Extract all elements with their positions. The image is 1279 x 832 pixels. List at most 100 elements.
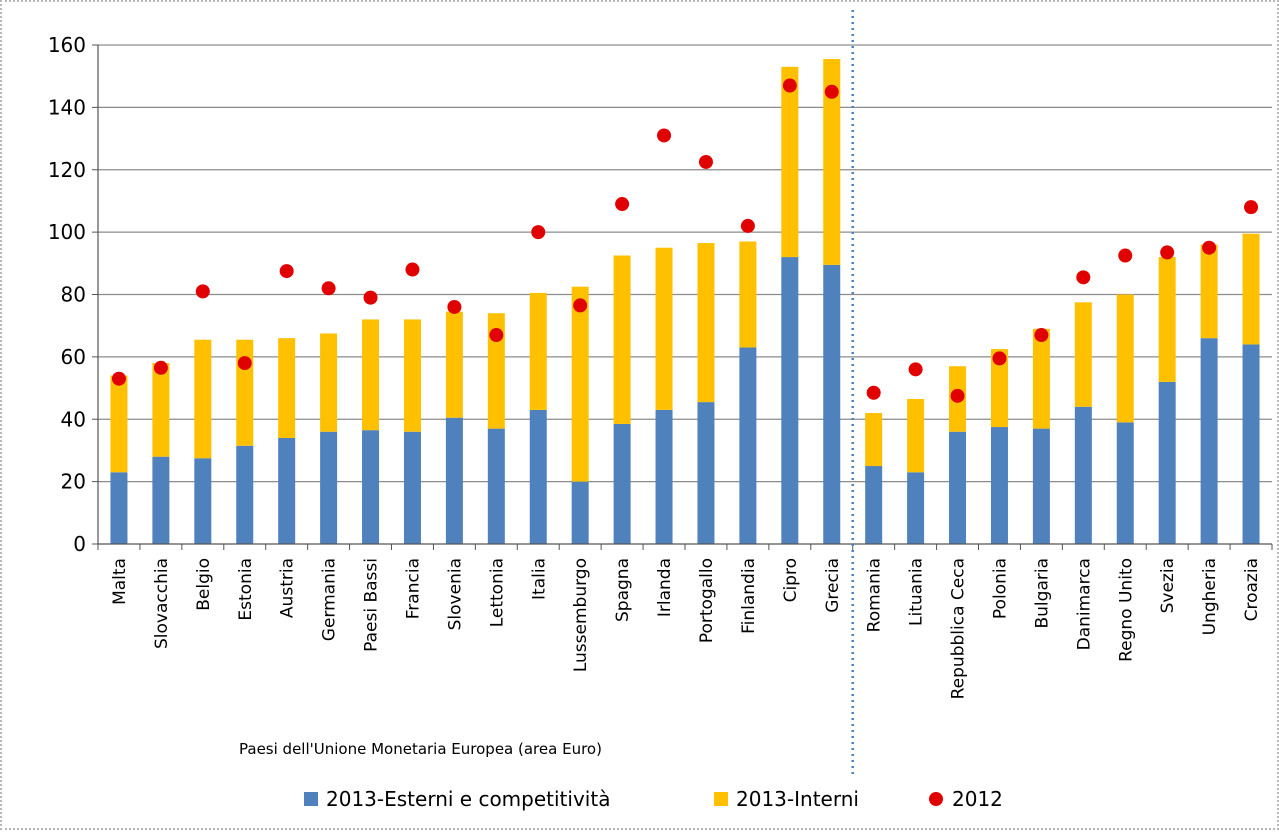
bar-segment-esterni <box>1032 428 1050 544</box>
category-label: Cipro <box>781 558 801 602</box>
category-label: Svezia <box>1158 558 1178 613</box>
category-label: Irlanda <box>655 558 675 617</box>
bar-segment-interni <box>320 333 338 432</box>
category-label: Slovacchia <box>152 558 172 649</box>
dot-2012 <box>195 284 210 299</box>
dot-2012 <box>615 197 630 212</box>
bar-segment-interni <box>194 339 212 459</box>
dot-2012 <box>1076 270 1091 285</box>
dot-2012 <box>1244 200 1259 215</box>
category-label: Bulgaria <box>1032 558 1052 629</box>
labels-layer: 0 20 40 60 80 100 120 140 160 Malta Slovacchia Belg… <box>48 33 1262 758</box>
category-label: Portogallo <box>697 558 717 643</box>
bar-segment-esterni <box>236 445 254 544</box>
dot-2012 <box>1034 328 1049 343</box>
legend-swatch <box>714 792 728 806</box>
bar-segment-interni <box>529 292 547 410</box>
y-tick-label: 140 <box>48 95 86 119</box>
bar-segment-interni <box>613 255 631 424</box>
bar-segment-esterni <box>697 402 715 544</box>
category-label: Danimarca <box>1074 558 1094 650</box>
bar-segment-esterni <box>949 431 967 544</box>
bar-segment-esterni <box>110 472 128 544</box>
legend-label: 2013-Interni <box>736 787 859 811</box>
dot-2012 <box>1160 245 1175 260</box>
dot-2012 <box>153 360 168 375</box>
dot-2012 <box>657 128 672 143</box>
bar-segment-interni <box>1200 244 1218 339</box>
bar-segment-esterni <box>990 427 1008 544</box>
dot-2012 <box>782 78 797 93</box>
category-label: Grecia <box>823 558 843 613</box>
bar-segment-interni <box>865 413 883 467</box>
category-label: Polonia <box>990 558 1010 619</box>
bar-segment-esterni <box>865 466 883 544</box>
dot-2012 <box>279 264 294 279</box>
dot-2012 <box>489 328 504 343</box>
euro-area-annotation: Paesi dell'Unione Monetaria Europea (are… <box>239 740 602 758</box>
bar-segment-interni <box>781 66 799 258</box>
y-tick-label: 20 <box>61 470 86 494</box>
category-label: Lettonia <box>487 558 507 627</box>
category-label: Francia <box>403 558 423 619</box>
legend-marker-2012 <box>929 792 943 806</box>
dot-2012 <box>824 84 839 99</box>
dot-2012 <box>447 299 462 314</box>
bar-segment-esterni <box>403 431 421 544</box>
axis-layer <box>92 10 1273 777</box>
bar-segment-esterni <box>823 264 841 544</box>
bar-segment-interni <box>110 375 128 473</box>
dot-2012 <box>1118 248 1133 263</box>
dot-2012 <box>866 385 881 400</box>
y-tick-label: 60 <box>61 345 86 369</box>
category-label: Lussemburgo <box>571 558 591 672</box>
bar-segment-esterni <box>739 347 757 544</box>
category-label: Germania <box>320 558 340 641</box>
legend-label: 2013-Esterni e competitività <box>326 787 610 811</box>
category-label: Repubblica Ceca <box>949 558 969 699</box>
legend-label: 2012 <box>952 787 1003 811</box>
bar-segment-interni <box>487 313 505 429</box>
y-tick-label: 40 <box>61 407 86 431</box>
y-tick-label: 160 <box>48 33 86 57</box>
category-label: Finlandia <box>739 558 759 634</box>
bar-segment-esterni <box>907 472 925 544</box>
bar-segment-interni <box>278 338 296 438</box>
bar-segment-interni <box>823 59 841 265</box>
dot-2012 <box>573 298 588 313</box>
bars-layer <box>110 59 1260 544</box>
y-tick-label: 0 <box>73 532 86 556</box>
dot-2012 <box>1202 240 1217 255</box>
category-label: Estonia <box>236 558 256 621</box>
dot-2012 <box>363 290 378 305</box>
bar-segment-interni <box>655 247 673 410</box>
bar-segment-esterni <box>445 417 463 544</box>
bar-segment-esterni <box>1242 344 1260 544</box>
category-label: Ungheria <box>1200 558 1220 635</box>
bar-segment-esterni <box>278 437 296 544</box>
bar-segment-interni <box>697 243 715 403</box>
dot-2012 <box>698 154 713 169</box>
bar-segment-interni <box>739 241 757 348</box>
bar-segment-interni <box>152 363 170 457</box>
bar-segment-interni <box>1158 257 1176 382</box>
bar-segment-interni <box>571 286 589 482</box>
category-label: Lituania <box>907 558 927 626</box>
bar-segment-esterni <box>781 257 799 544</box>
bar-segment-interni <box>990 349 1008 428</box>
bar-segment-interni <box>1074 302 1092 407</box>
grid-layer <box>98 44 1272 483</box>
category-label: Paesi Bassi <box>362 558 382 652</box>
bar-segment-interni <box>445 311 463 418</box>
bar-segment-esterni <box>529 409 547 544</box>
bar-segment-esterni <box>1158 381 1176 544</box>
dot-2012 <box>740 218 755 233</box>
dot-2012 <box>531 225 546 240</box>
category-label: Regno Unito <box>1116 558 1136 662</box>
category-label: Spagna <box>613 558 633 622</box>
bar-segment-esterni <box>655 409 673 544</box>
category-label: Croazia <box>1242 558 1262 621</box>
bar-segment-interni <box>1242 233 1260 345</box>
